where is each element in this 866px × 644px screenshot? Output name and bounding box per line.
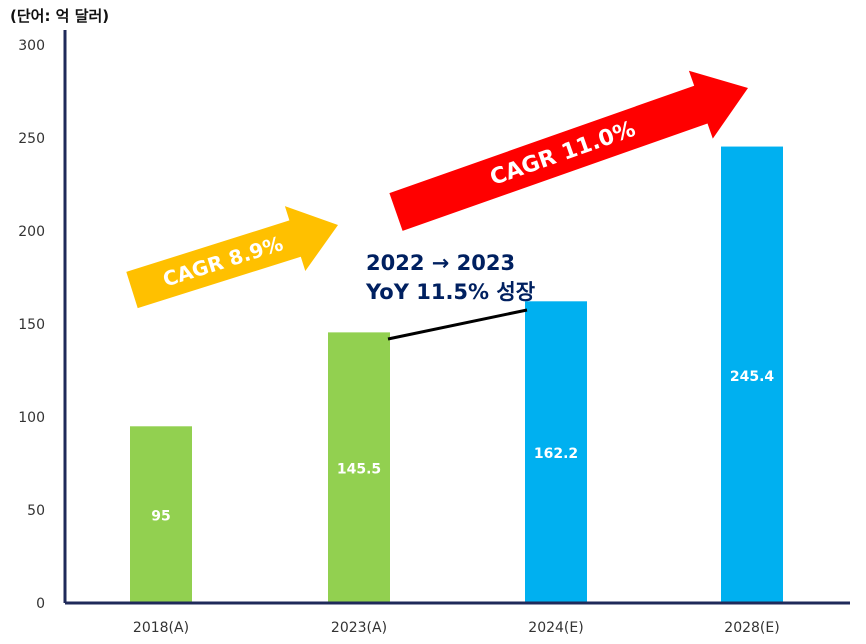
y-tick-label: 150: [18, 317, 45, 333]
y-tick-label: 50: [27, 503, 45, 519]
bar: [721, 146, 783, 603]
yoy-annotation-line1: 2022 → 2023: [366, 251, 515, 275]
y-tick-label: 250: [18, 131, 45, 147]
x-tick-label: 2018(A): [133, 620, 189, 636]
cagr-arrow-short: [126, 206, 338, 309]
x-tick-label: 2024(E): [528, 620, 583, 636]
y-tick-label: 100: [18, 410, 45, 426]
bar: [130, 426, 192, 603]
cagr-arrow-long: [389, 70, 748, 231]
data-label: 145.5: [337, 462, 381, 478]
bar: [525, 301, 587, 603]
x-tick-label: 2028(E): [724, 620, 779, 636]
y-tick-label: 300: [18, 38, 45, 54]
data-label: 95: [151, 509, 170, 525]
bar: [328, 332, 390, 603]
y-tick-label: 200: [18, 224, 45, 240]
unit-label: (단어: 억 달러): [10, 7, 110, 25]
y-tick-label: 0: [36, 596, 45, 612]
data-label: 162.2: [534, 446, 578, 462]
x-tick-label: 2023(A): [331, 620, 387, 636]
yoy-annotation-line2: YoY 11.5% 성장: [365, 280, 535, 304]
data-label: 245.4: [730, 369, 775, 385]
yoy-connector-line: [387, 308, 528, 341]
